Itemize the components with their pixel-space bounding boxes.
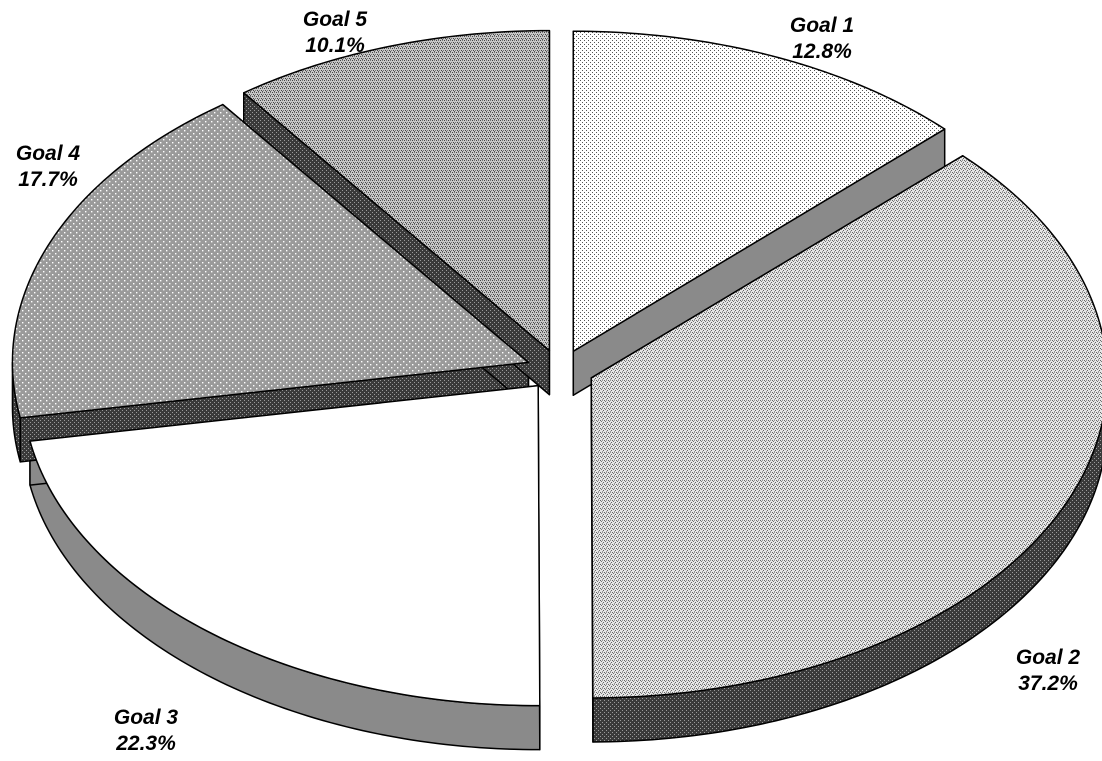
slice-percent-goal-2: 37.2% (1018, 672, 1078, 695)
slice-goal-2 (590, 155, 1102, 699)
slice-goal-1 (572, 30, 946, 352)
slice-label-goal-5: Goal 5 (303, 8, 368, 31)
slice-percent-goal-4: 17.7% (18, 168, 78, 191)
slice-goal-5 (243, 29, 551, 352)
slice-label-goal-4: Goal 4 (16, 142, 81, 165)
slice-percent-goal-3: 22.3% (115, 732, 176, 755)
slice-percent-goal-1: 12.8% (792, 40, 852, 63)
slice-label-goal-3: Goal 3 (114, 706, 179, 729)
slice-percent-goal-5: 10.1% (305, 34, 365, 57)
slice-label-goal-1: Goal 1 (790, 14, 854, 37)
slice-goal-4 (11, 103, 530, 419)
slice-label-goal-2: Goal 2 (1016, 646, 1081, 669)
slice-goal-3 (29, 384, 541, 707)
